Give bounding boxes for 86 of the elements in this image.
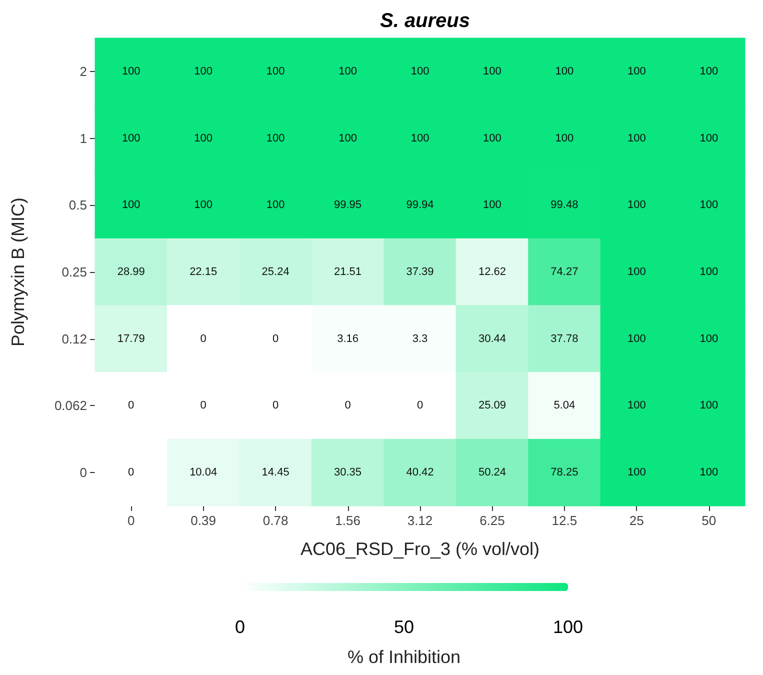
data-label: 74.27 (550, 266, 578, 278)
data-label: 100 (555, 132, 574, 144)
data-label: 100 (627, 466, 646, 479)
data-label: 0 (416, 400, 424, 412)
data-label: 25.24 (262, 266, 290, 278)
data-label: 100 (627, 65, 646, 78)
y-tick-label: 0.5 (68, 198, 87, 213)
data-label: 0 (272, 332, 279, 345)
data-label: 30.44 (478, 332, 506, 345)
color-bar-label: 50 (394, 617, 414, 637)
data-label: 22.15 (190, 266, 218, 278)
data-label: 100 (700, 266, 718, 278)
data-label: 100 (122, 132, 140, 144)
data-label: 100 (122, 199, 140, 212)
x-axis-title: AC06_RSD_Fro_3 (% vol/vol) (300, 539, 540, 559)
data-label: 100 (410, 132, 430, 144)
data-label: 100 (700, 332, 718, 345)
data-label: 100 (700, 199, 718, 212)
x-tick-label: 50 (702, 513, 716, 528)
data-label: 100 (627, 199, 646, 212)
data-label: 100 (700, 132, 718, 144)
data-label: 0 (200, 400, 206, 412)
data-label: 100 (122, 65, 140, 78)
y-tick-label: 0.062 (54, 398, 87, 414)
data-label: 100 (194, 65, 213, 78)
data-label: 28.99 (117, 266, 145, 278)
x-tick-label: 6.25 (480, 513, 505, 528)
data-label: 100 (555, 65, 574, 78)
data-label: 40.42 (406, 466, 434, 479)
data-label: 100 (627, 132, 646, 144)
data-label: 100 (700, 466, 718, 479)
data-label: 0 (344, 400, 351, 412)
data-label: 100 (627, 266, 646, 278)
x-tick-label: 0 (127, 513, 135, 528)
data-label: 78.25 (550, 466, 578, 479)
color-bar-label: 0 (234, 617, 246, 637)
data-label: 100 (627, 400, 646, 412)
x-tick-label: 1.56 (335, 513, 360, 528)
data-label: 100 (483, 132, 502, 144)
data-label: 0 (128, 466, 134, 479)
data-label: 37.39 (406, 266, 434, 278)
color-bar-label: 100 (552, 617, 584, 637)
data-label: 50.24 (478, 466, 506, 479)
y-tick-label: 2 (80, 64, 87, 79)
y-tick-label: 1 (80, 130, 87, 146)
data-label: 100 (194, 199, 213, 212)
data-label: 12.62 (478, 266, 506, 278)
y-tick-label: 0 (80, 465, 87, 480)
data-label: 100 (627, 332, 646, 345)
data-label: 99.48 (550, 199, 578, 212)
data-label: 0 (200, 332, 206, 345)
data-label: 100 (700, 400, 718, 412)
y-tick-label: 0.12 (62, 331, 87, 346)
data-label: 100 (338, 132, 357, 144)
data-label: 99.95 (334, 199, 362, 212)
data-label: 100 (483, 65, 502, 78)
data-label: 17.79 (117, 332, 145, 345)
data-label: 100 (266, 132, 285, 144)
x-tick-label: 3.12 (407, 513, 433, 528)
data-label: 100 (700, 65, 718, 78)
data-label: 3.3 (412, 332, 428, 345)
data-label: 100 (483, 199, 502, 212)
x-tick-label: 12.5 (552, 513, 578, 528)
data-label: 0 (128, 400, 134, 412)
data-label: 100 (266, 199, 285, 212)
data-label: 37.78 (550, 332, 578, 345)
data-label: 25.09 (478, 400, 506, 412)
x-tick-label: 0.39 (190, 513, 216, 528)
data-label: 5.04 (554, 400, 576, 412)
y-tick-label: 0.25 (62, 264, 87, 280)
data-label: 100 (266, 65, 285, 78)
data-label: 21.51 (334, 266, 362, 278)
data-label: 99.94 (406, 199, 434, 212)
data-label: 100 (194, 132, 213, 144)
data-label: 0 (272, 400, 279, 412)
data-label: 10.04 (190, 466, 218, 479)
x-tick-label: 0.78 (262, 513, 288, 528)
color-bar-title: % of Inhibition (347, 647, 461, 667)
data-label: 100 (410, 65, 430, 78)
data-label: 30.35 (334, 466, 362, 479)
data-label: 100 (338, 65, 357, 78)
chart-title: S. aureus (380, 10, 470, 32)
x-tick-label: 25 (629, 513, 644, 528)
data-label: 3.16 (337, 332, 358, 345)
data-label: 14.45 (262, 466, 290, 479)
y-axis-title: Polymyxin B (MIC) (8, 197, 28, 347)
